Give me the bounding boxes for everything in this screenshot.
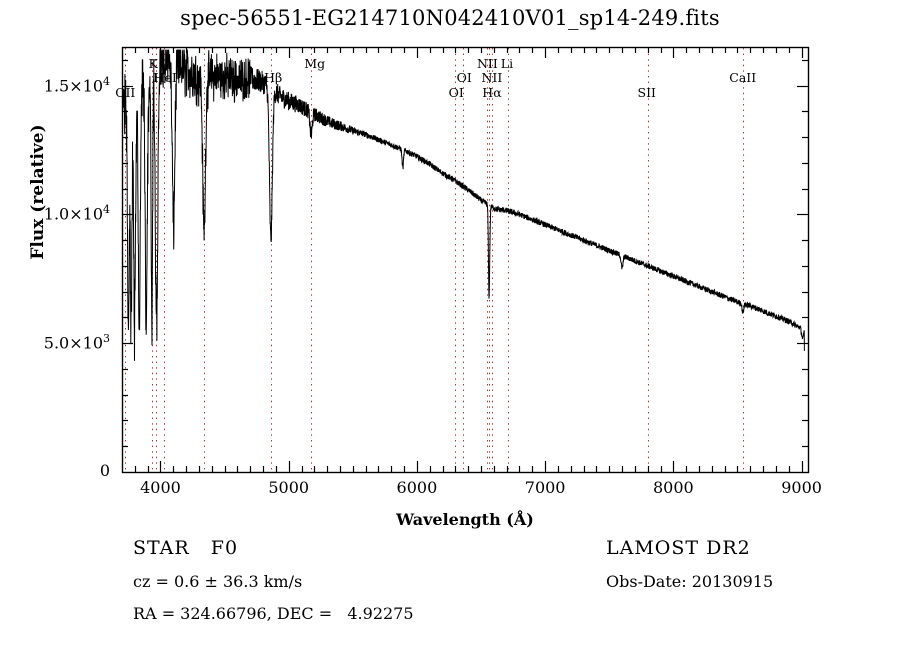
spectrum-trace — [122, 49, 805, 361]
line-label-oi1: OI — [448, 85, 464, 100]
line-label-sii: SII — [637, 85, 656, 100]
line-label-hei: HeI — [153, 70, 177, 85]
x-tick-label: 4000 — [140, 478, 181, 497]
y-tick-label: 1.0×104 — [43, 203, 110, 224]
footer-star-class: STAR F0 — [133, 537, 239, 559]
line-label-nii1: NII — [476, 56, 498, 71]
y-axis-label: Flux (relative) — [28, 124, 48, 260]
footer-coords: RA = 324.66796, DEC = 4.92275 — [133, 604, 414, 623]
footer-obs-date: Obs-Date: 20130915 — [606, 572, 774, 591]
x-tick-label: 6000 — [396, 478, 438, 497]
footer-cz: cz = 0.6 ± 36.3 km/s — [133, 572, 303, 591]
line-label-li: Li — [500, 56, 514, 71]
y-tick-label: 1.5×104 — [43, 74, 110, 95]
line-label-hbeta: Hβ — [264, 70, 283, 85]
line-label-mg: Mg — [304, 56, 326, 71]
plot-frame — [121, 46, 810, 474]
line-label-nii2: NII — [481, 70, 503, 85]
x-tick-label: 9000 — [781, 478, 822, 497]
x-tick-label: 5000 — [268, 478, 310, 497]
line-label-oi2: OI — [456, 70, 472, 85]
x-axis-label: Wavelength (Å) — [396, 510, 534, 529]
x-tick-label: 7000 — [524, 478, 566, 497]
y-tick-label: 0 — [99, 461, 110, 480]
x-tick-label: 8000 — [653, 478, 694, 497]
footer-survey: LAMOST DR2 — [606, 537, 751, 559]
y-tick-label: 5.0×103 — [43, 332, 110, 353]
line-label-halpha: Hα — [482, 85, 502, 100]
line-label-k: K — [148, 56, 158, 71]
line-label-h: H — [152, 70, 164, 85]
line-label-caii: CaII — [729, 70, 757, 85]
page-title: spec-56551-EG214710N042410V01_sp14-249.f… — [180, 6, 720, 30]
line-label-oii: OII — [115, 85, 136, 100]
